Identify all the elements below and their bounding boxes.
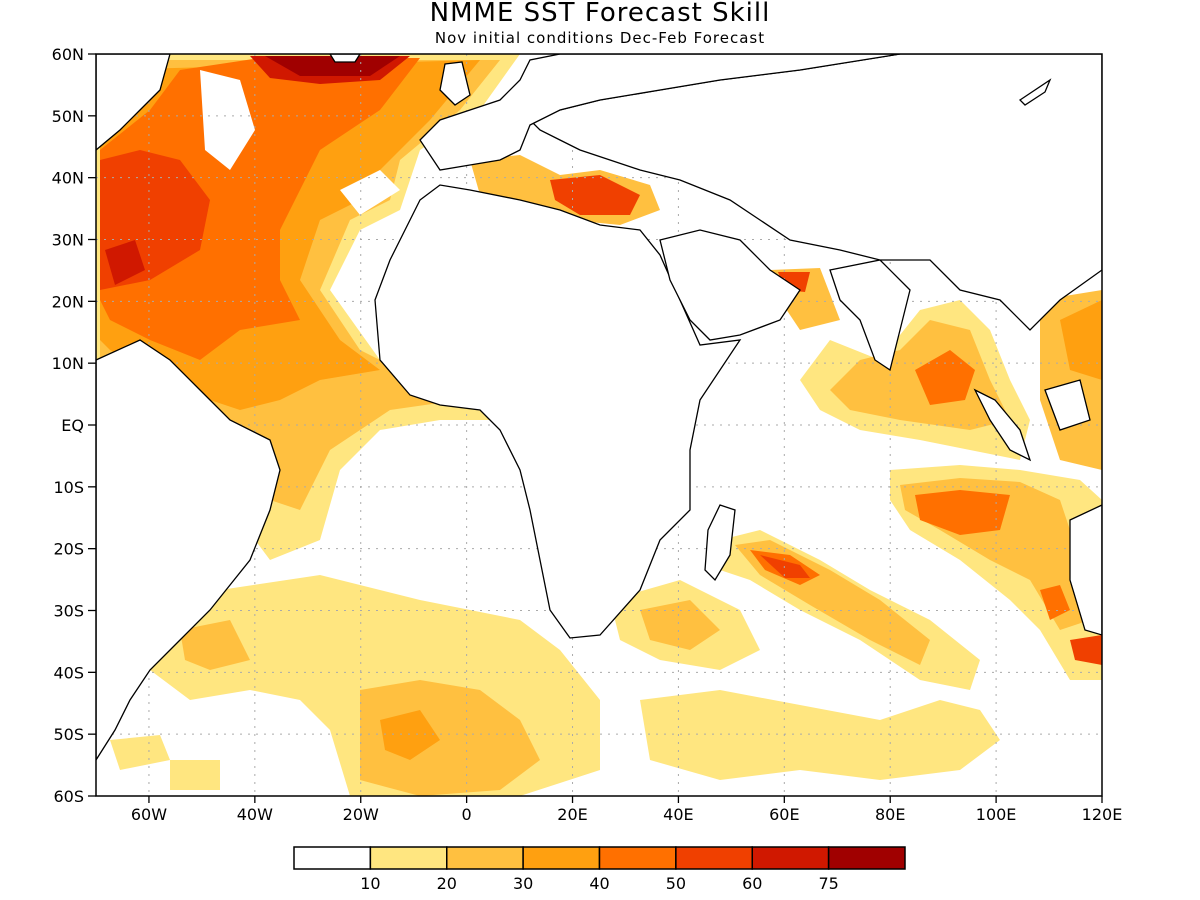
lon-tick-label: 120E	[1082, 805, 1123, 824]
lat-tick-label: 10S	[53, 478, 84, 497]
lat-tick-label: 60N	[52, 45, 84, 64]
colorbar-swatch	[598, 846, 677, 870]
north-america-landmass	[96, 54, 171, 151]
colorbar-swatch	[751, 846, 830, 870]
skill-region-south-indian	[915, 490, 1010, 535]
skill-region-south-indian	[1070, 635, 1102, 665]
colorbar-swatch	[369, 846, 448, 870]
lon-tick-label: 40E	[663, 805, 693, 824]
skill-region-southern-ocean	[170, 760, 220, 790]
lon-tick-label: 80E	[875, 805, 905, 824]
colorbar-label: 30	[513, 874, 533, 893]
colorbar-swatch	[293, 846, 372, 870]
lat-tick-label: 10N	[52, 354, 84, 373]
lat-tick-label: 40N	[52, 169, 84, 188]
latitude-axis: 60N 50N 40N 30N 20N 10N EQ 10S 20S 30S 40S 50S 60S	[52, 45, 96, 806]
colorbar: 10 20 30 40 50 60 75	[293, 846, 906, 893]
skill-region-north-atlantic	[265, 56, 400, 76]
lat-tick-label: 30S	[53, 602, 84, 621]
skill-region-mascarene	[760, 555, 810, 578]
chart-title: NMME SST Forecast Skill	[429, 0, 771, 28]
skill-region-southern-ocean	[110, 735, 170, 770]
lon-tick-label: 40W	[237, 805, 273, 824]
africa-landmass	[374, 184, 742, 639]
borneo-landmass	[1044, 379, 1091, 431]
skill-region-south-indian	[1040, 585, 1070, 620]
skill-region-north-atlantic	[100, 58, 420, 360]
lon-tick-label: 20W	[343, 805, 379, 824]
colorbar-label: 20	[437, 874, 457, 893]
lat-tick-label: 40S	[53, 663, 84, 682]
skill-region-maritime	[1060, 300, 1102, 380]
skill-region-south-atlantic	[360, 680, 540, 796]
lon-tick-label: 20E	[557, 805, 587, 824]
skill-region-south-indian-west	[640, 600, 720, 650]
chart-subtitle: Nov initial conditions Dec-Feb Forecast	[434, 29, 766, 47]
skill-region-south-atlantic	[180, 620, 250, 670]
lon-tick-label: 100E	[976, 805, 1017, 824]
skill-region-low	[200, 70, 255, 170]
arabia-landmass	[659, 229, 801, 341]
lat-tick-label: 30N	[52, 231, 84, 250]
colorbar-swatch	[675, 846, 753, 870]
india-landmass	[829, 259, 911, 372]
europe-landmass	[419, 54, 901, 171]
skill-region-north-atlantic	[105, 240, 145, 285]
colorbar-label: 75	[818, 874, 838, 893]
lat-tick-label: 50S	[53, 725, 84, 744]
lon-tick-label: 0	[462, 805, 472, 824]
colorbar-swatch	[446, 846, 524, 870]
iceland-landmass	[329, 54, 361, 63]
longitude-axis: 60W 40W 20W 0 20E 40E 60E 80E 100E 120E	[131, 796, 1122, 824]
lat-tick-label: EQ	[61, 416, 84, 435]
skill-region-low	[340, 170, 400, 215]
colorbar-label: 40	[589, 874, 609, 893]
sumatra-landmass	[973, 388, 1032, 462]
lat-tick-label: 50N	[52, 107, 84, 126]
island-landmass	[1018, 78, 1052, 106]
skill-region-southern-ocean	[640, 690, 1000, 780]
lon-tick-label: 60W	[131, 805, 167, 824]
skill-region-indian-ocean	[915, 350, 975, 405]
lon-tick-label: 60E	[769, 805, 799, 824]
madagascar-landmass	[704, 504, 736, 582]
colorbar-label: 10	[360, 874, 380, 893]
colorbar-swatch	[522, 846, 601, 870]
coastlines	[96, 54, 1102, 762]
uk-landmass	[439, 61, 471, 106]
skill-region-mediterranean	[550, 175, 640, 215]
lat-tick-label: 20S	[53, 540, 84, 559]
skill-region-south-atlantic	[380, 710, 440, 760]
colorbar-label: 60	[742, 874, 762, 893]
colorbar-swatch	[827, 846, 906, 870]
lat-tick-label: 20N	[52, 292, 84, 311]
south-america-landmass	[96, 339, 281, 762]
colorbar-label: 50	[666, 874, 686, 893]
australia-landmass	[1069, 504, 1102, 636]
lat-tick-label: 60S	[53, 787, 84, 806]
